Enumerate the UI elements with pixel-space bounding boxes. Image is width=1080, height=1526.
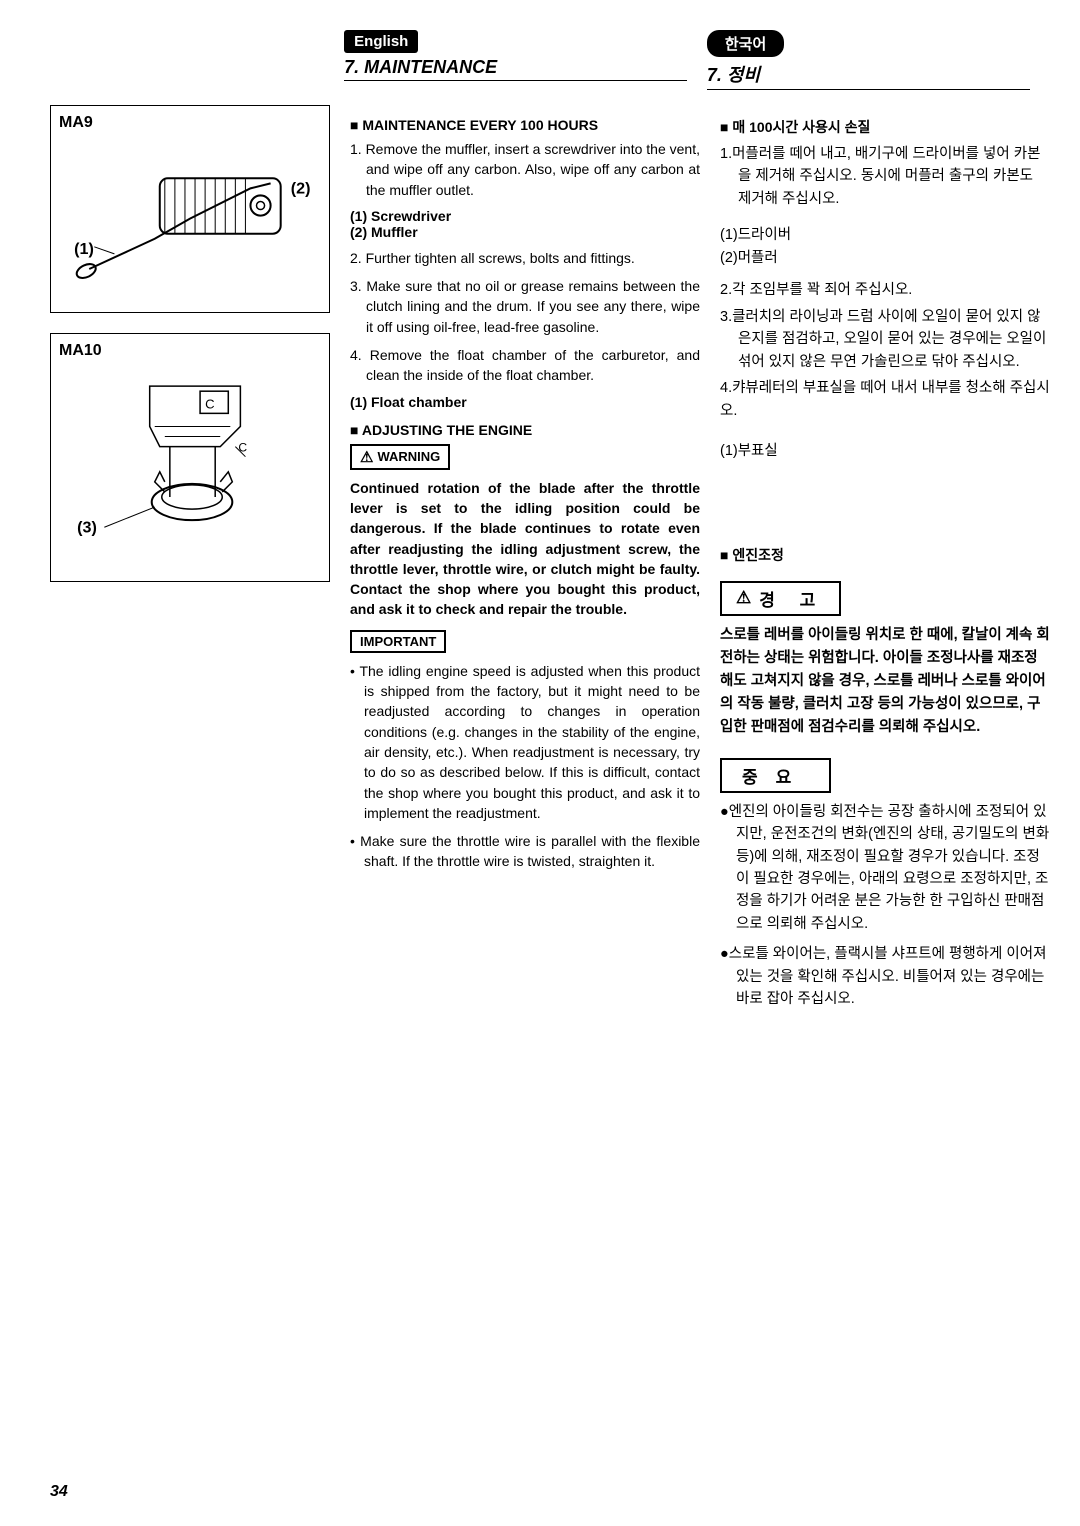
- header-korean: 한국어 7. 정비: [707, 30, 1030, 90]
- en-labels-1: (1) Screwdriver (2) Muffler: [350, 208, 700, 240]
- korean-column: 매 100시간 사용시 손질 1.머플러를 떼어 내고, 배기구에 드라이버를 …: [720, 105, 1050, 1019]
- kr-heading-maintenance: 매 100시간 사용시 손질: [720, 117, 1050, 137]
- lang-badge-en: English: [344, 30, 418, 53]
- diagram-ma10-label: MA10: [59, 342, 321, 360]
- page-number: 34: [50, 1483, 68, 1501]
- svg-text:C: C: [205, 397, 214, 412]
- section-title-kr: 7. 정비: [707, 61, 1030, 90]
- kr-step-1: 1.머플러를 떼어 내고, 배기구에 드라이버를 넣어 카본을 제거해 주십시오…: [720, 143, 1050, 210]
- svg-text:C: C: [238, 441, 247, 455]
- diagram-ma9-label: MA9: [59, 114, 321, 132]
- ma9-callout-1: (1): [74, 240, 94, 258]
- diagram-ma10-svg: C C (3): [59, 366, 321, 568]
- kr-step-4: 4.캬뷰레터의 부표실을 떼어 내서 내부를 청소해 주십시오.: [720, 377, 1050, 422]
- important-badge-en: IMPORTANT: [350, 630, 446, 653]
- kr-labels-2: (1)부표실: [720, 440, 1050, 462]
- en-step-4: 4. Remove the float chamber of the carbu…: [350, 345, 700, 386]
- section-title-en: 7. MAINTENANCE: [344, 57, 687, 81]
- ma10-callout-3: (3): [77, 518, 97, 536]
- diagram-ma9-svg: (1) (2): [59, 138, 321, 299]
- en-step-3: 3. Make sure that no oil or grease remai…: [350, 276, 700, 337]
- kr-step-3: 3.클러치의 라이닝과 드럼 사이에 오일이 묻어 있지 않은지를 점검하고, …: [720, 306, 1050, 373]
- diagram-ma10: MA10 C C (3): [50, 333, 330, 582]
- kr-bullet-1: ●엔진의 아이들링 회전수는 공장 출하시에 조정되어 있지만, 운전조건의 변…: [720, 801, 1050, 936]
- en-labels-2: (1) Float chamber: [350, 394, 700, 410]
- kr-labels-1a: (1)드라이버: [720, 224, 1050, 246]
- en-bullet-2: • Make sure the throttle wire is paralle…: [350, 831, 700, 872]
- en-heading-adjusting: ADJUSTING THE ENGINE: [350, 422, 700, 438]
- en-step-2: 2. Further tighten all screws, bolts and…: [350, 248, 700, 268]
- en-warning-text: Continued rotation of the blade after th…: [350, 478, 700, 620]
- lang-badge-kr: 한국어: [707, 30, 784, 57]
- english-column: MAINTENANCE EVERY 100 HOURS 1. Remove th…: [350, 105, 700, 1019]
- kr-step-2: 2.각 조임부를 꽉 죄어 주십시오.: [720, 279, 1050, 301]
- diagram-ma9: MA9 (1) (2): [50, 105, 330, 313]
- warning-badge-en: WARNING: [350, 444, 450, 470]
- warning-badge-kr: 경 고: [720, 581, 841, 616]
- ma9-callout-2: (2): [291, 179, 311, 197]
- kr-labels-1b: (2)머플러: [720, 247, 1050, 269]
- en-heading-maintenance: MAINTENANCE EVERY 100 HOURS: [350, 117, 700, 133]
- kr-warning-text: 스로틀 레버를 아이들링 위치로 한 때에, 칼날이 계속 회전하는 상태는 위…: [720, 624, 1050, 740]
- en-bullet-1: • The idling engine speed is adjusted wh…: [350, 661, 700, 823]
- kr-heading-adjusting: 엔진조정: [720, 545, 1050, 565]
- en-step-1: 1. Remove the muffler, insert a screwdri…: [350, 139, 700, 200]
- important-badge-kr: 중요: [720, 758, 831, 793]
- header-english: English 7. MAINTENANCE: [344, 30, 687, 90]
- kr-bullet-2: ●스로틀 와이어는, 플랙시블 샤프트에 평행하게 이어져 있는 것을 확인해 …: [720, 943, 1050, 1010]
